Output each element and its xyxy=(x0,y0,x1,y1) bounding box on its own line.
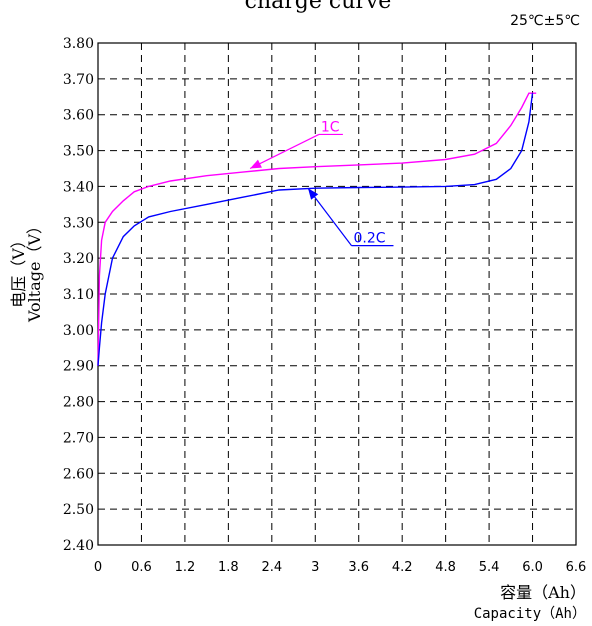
x-tick-label: 4.2 xyxy=(392,560,413,575)
y-tick-label: 2.70 xyxy=(63,430,94,446)
y-axis-label: 电压（V） Voltage（V） xyxy=(9,218,44,323)
y-axis-label-en: Voltage（V） xyxy=(25,218,44,323)
x-tick-label: 6.0 xyxy=(522,560,543,575)
plot-frame xyxy=(97,42,577,546)
y-tick-label: 3.50 xyxy=(63,144,94,160)
x-axis-label-en: Capacity（Ah） xyxy=(474,606,586,622)
x-tick-label: 4.8 xyxy=(435,560,456,575)
annotations: 1C 0.2C xyxy=(249,119,394,247)
x-tick-label: 3 xyxy=(311,560,319,575)
x-tick-label: 1.8 xyxy=(218,560,239,575)
annotation-0.2C: 0.2C xyxy=(307,187,394,247)
y-tick-label: 3.00 xyxy=(63,323,94,339)
y-tick-labels: 3.80 3.70 3.60 3.50 3.40 3.30 3.20 3.10 3.00 2.90… xyxy=(63,36,94,554)
x-tick-label: 5.4 xyxy=(479,560,500,575)
x-tick-label: 0 xyxy=(94,560,102,575)
y-tick-label: 2.90 xyxy=(63,359,94,375)
x-tick-label: 0.6 xyxy=(131,560,152,575)
annotation-label: 0.2C xyxy=(353,231,385,247)
y-tick-label: 3.10 xyxy=(63,287,94,303)
y-axis-label-cn: 电压（V） xyxy=(9,232,28,308)
annotation-arrowhead xyxy=(308,188,319,200)
temperature-condition: 25℃±5℃ xyxy=(510,13,580,29)
y-tick-label: 3.40 xyxy=(63,179,94,195)
grid xyxy=(98,43,576,545)
annotation-label: 1C xyxy=(321,119,340,135)
chart-title: charge curve xyxy=(245,0,392,14)
y-tick-label: 2.40 xyxy=(63,538,94,554)
series-layer xyxy=(97,92,537,366)
y-tick-label: 3.30 xyxy=(63,215,94,231)
x-tick-labels: 0 0.6 1.2 1.8 2.4 3 3.6 4.2 4.8 5.4 6.0 6.6 xyxy=(94,560,586,575)
y-tick-label: 3.20 xyxy=(63,251,94,267)
y-tick-label: 3.70 xyxy=(63,72,94,88)
y-tick-label: 2.60 xyxy=(63,466,94,482)
x-axis-label-cn: 容量（Ah） xyxy=(500,583,586,602)
annotation-1C: 1C xyxy=(249,119,343,170)
series-line-0.2C xyxy=(97,93,534,366)
x-tick-label: 6.6 xyxy=(566,560,587,575)
y-tick-label: 2.80 xyxy=(63,395,94,411)
y-tick-label: 3.80 xyxy=(63,36,94,52)
y-tick-label: 2.50 xyxy=(63,502,94,518)
series-line-1C xyxy=(97,92,537,366)
x-tick-label: 3.6 xyxy=(348,560,369,575)
x-tick-label: 2.4 xyxy=(261,560,282,575)
y-tick-label: 3.60 xyxy=(63,108,94,124)
annotation-arrowhead xyxy=(250,159,262,169)
x-tick-label: 1.2 xyxy=(175,560,196,575)
